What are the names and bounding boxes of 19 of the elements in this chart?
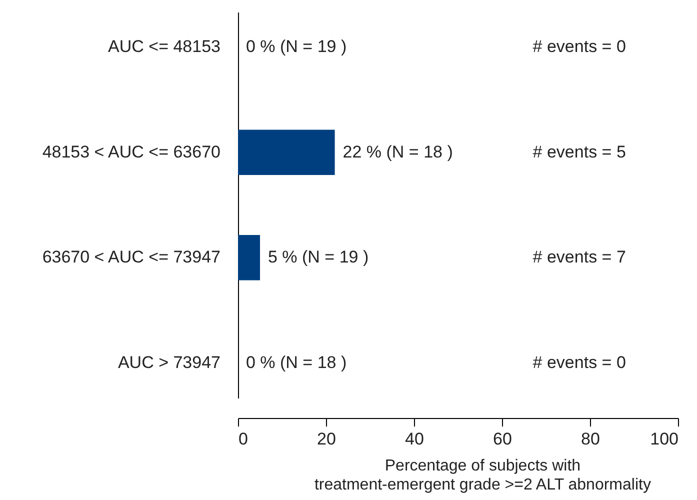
x-tick-label: 100	[650, 430, 678, 448]
annotation: # events = 5	[532, 142, 626, 162]
x-tick-label: 80	[581, 430, 600, 448]
x-tick-label: 20	[317, 430, 336, 448]
annotation: # events = 0	[532, 37, 626, 56]
data-label: 5 % (N = 19 )	[268, 248, 369, 267]
y-tick-label: AUC <= 48153	[108, 37, 220, 56]
annotation: # events = 7	[532, 248, 626, 267]
y-tick-label: 48153 < AUC <= 63670	[42, 142, 220, 162]
y-tick-label: 63670 < AUC <= 73947	[42, 248, 220, 267]
data-label: 0 % (N = 18 )	[246, 352, 347, 372]
annotation: # events = 0	[532, 352, 626, 372]
x-axis-title: Percentage of subjects with treatment-emergent grade >=2 ALT abnormality	[314, 458, 651, 494]
data-label: 22 % (N = 18 )	[342, 142, 453, 162]
x-tick-label: 0	[238, 430, 248, 448]
y-tick-label: AUC > 73947	[118, 352, 220, 372]
x-tick-label: 40	[405, 430, 424, 448]
data-label: 0 % (N = 19 )	[246, 37, 347, 56]
x-tick-label: 60	[493, 430, 512, 448]
